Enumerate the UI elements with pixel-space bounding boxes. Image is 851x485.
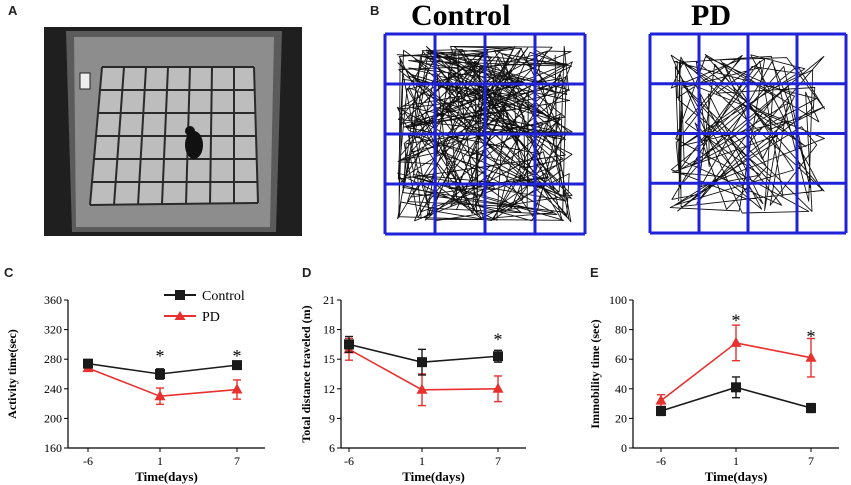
camera-label [79,72,91,90]
track-title-control: Control [411,0,511,32]
y-tick-label: 12 [323,382,335,396]
data-point-square [417,357,427,368]
x-tick-label: 7 [495,454,501,468]
data-point-triangle [416,383,428,394]
y-axis-label: Immobility time (sec) [588,319,602,428]
open-field-photo [44,27,302,236]
x-tick-label: 7 [808,454,814,468]
panel-letter-d: D [302,265,312,280]
y-tick-label: 200 [44,411,62,425]
legend-label-control: Control [202,289,245,304]
significance-marker: * [156,346,165,366]
mouse-head [185,126,195,136]
x-tick-label: 1 [157,454,163,468]
y-tick-label: 280 [44,352,62,366]
data-point-triangle [492,382,504,393]
data-point-square [493,351,503,362]
series-control [656,376,816,417]
y-tick-label: 160 [44,441,62,455]
y-tick-label: 20 [615,411,627,425]
significance-marker: * [807,327,816,347]
significance-marker: * [233,346,242,366]
data-point-square [656,406,666,416]
significance-marker: * [732,310,741,330]
mouse [185,131,203,159]
series-line [348,348,499,391]
data-point-triangle [730,336,742,347]
track-plot-pd [648,32,848,235]
track-path [396,45,573,223]
track-grid-pd [648,32,848,235]
axes: 160 200 240 280 320 360 -6 1 7 Time(days) Activity… [5,293,265,484]
x-tick-label: -6 [83,454,93,468]
axes: 6 9 12 15 18 21 -6 1 7 Time(days) Total distance t… [299,293,526,484]
x-tick-label: 7 [234,454,240,468]
data-point-square [344,339,354,350]
significance-marker: * [494,330,503,350]
panel-letter-a: A [8,3,18,18]
axes: 0 20 40 60 80 100 -6 1 7 Time(days) Immobility tim… [588,293,839,484]
y-tick-label: 60 [615,352,627,366]
data-point-square [83,358,93,369]
track-path-control [396,45,573,223]
panel-letter-e: E [590,265,599,280]
data-point-triangle [805,351,817,362]
legend: Control PD [164,289,245,325]
track-path [669,54,826,214]
x-axis-label: Time(days) [402,469,465,484]
panel-letter-c: C [4,265,14,280]
y-tick-label: 240 [44,382,62,396]
x-tick-label: 1 [733,454,739,468]
track-plot-control [383,32,587,236]
x-tick-label: 1 [419,454,425,468]
series-pd [343,337,504,407]
data-point-triangle [154,390,166,401]
data-point-square [155,369,165,379]
y-tick-label: 320 [44,323,62,337]
data-point-triangle [655,394,667,405]
y-tick-label: 9 [329,411,335,425]
y-tick-label: 100 [609,293,627,307]
data-point-triangle [231,383,243,394]
panel-letter-b: B [370,3,380,18]
legend-label-pd: PD [202,310,220,325]
chart-distance-traveled: 6 9 12 15 18 21 -6 1 7 Time(days) Total distance t… [299,293,526,484]
x-axis-label: Time(days) [135,469,198,484]
chart-immobility-time: 0 20 40 60 80 100 -6 1 7 Time(days) Immobility tim… [588,293,839,484]
data-point-square [232,360,242,371]
y-tick-label: 0 [621,441,627,455]
x-axis-label: Time(days) [705,469,768,484]
y-axis-label: Activity time(sec) [5,329,19,419]
track-path-pd [669,54,826,214]
y-tick-label: 21 [323,293,335,307]
data-point-square [806,403,816,414]
legend-marker-control [175,290,185,300]
y-axis-label: Total distance traveled (m) [299,305,313,442]
track-title-pd: PD [691,0,731,32]
series-pd [655,324,817,408]
chart-activity-time: 160 200 240 280 320 360 -6 1 7 Time(days) Activity… [5,293,265,484]
data-point-square [731,382,741,393]
arena-drawing [66,31,282,232]
y-tick-label: 360 [44,293,62,307]
x-tick-label: -6 [344,454,354,468]
legend-marker-pd [174,311,186,320]
y-tick-label: 15 [323,352,335,366]
x-tick-label: -6 [656,454,666,468]
series-control [83,358,242,380]
track-grid-control [383,32,587,236]
y-tick-label: 80 [615,323,627,337]
y-tick-label: 40 [615,382,627,396]
y-tick-label: 6 [329,441,335,455]
series-control [344,335,503,376]
y-tick-label: 18 [323,323,335,337]
